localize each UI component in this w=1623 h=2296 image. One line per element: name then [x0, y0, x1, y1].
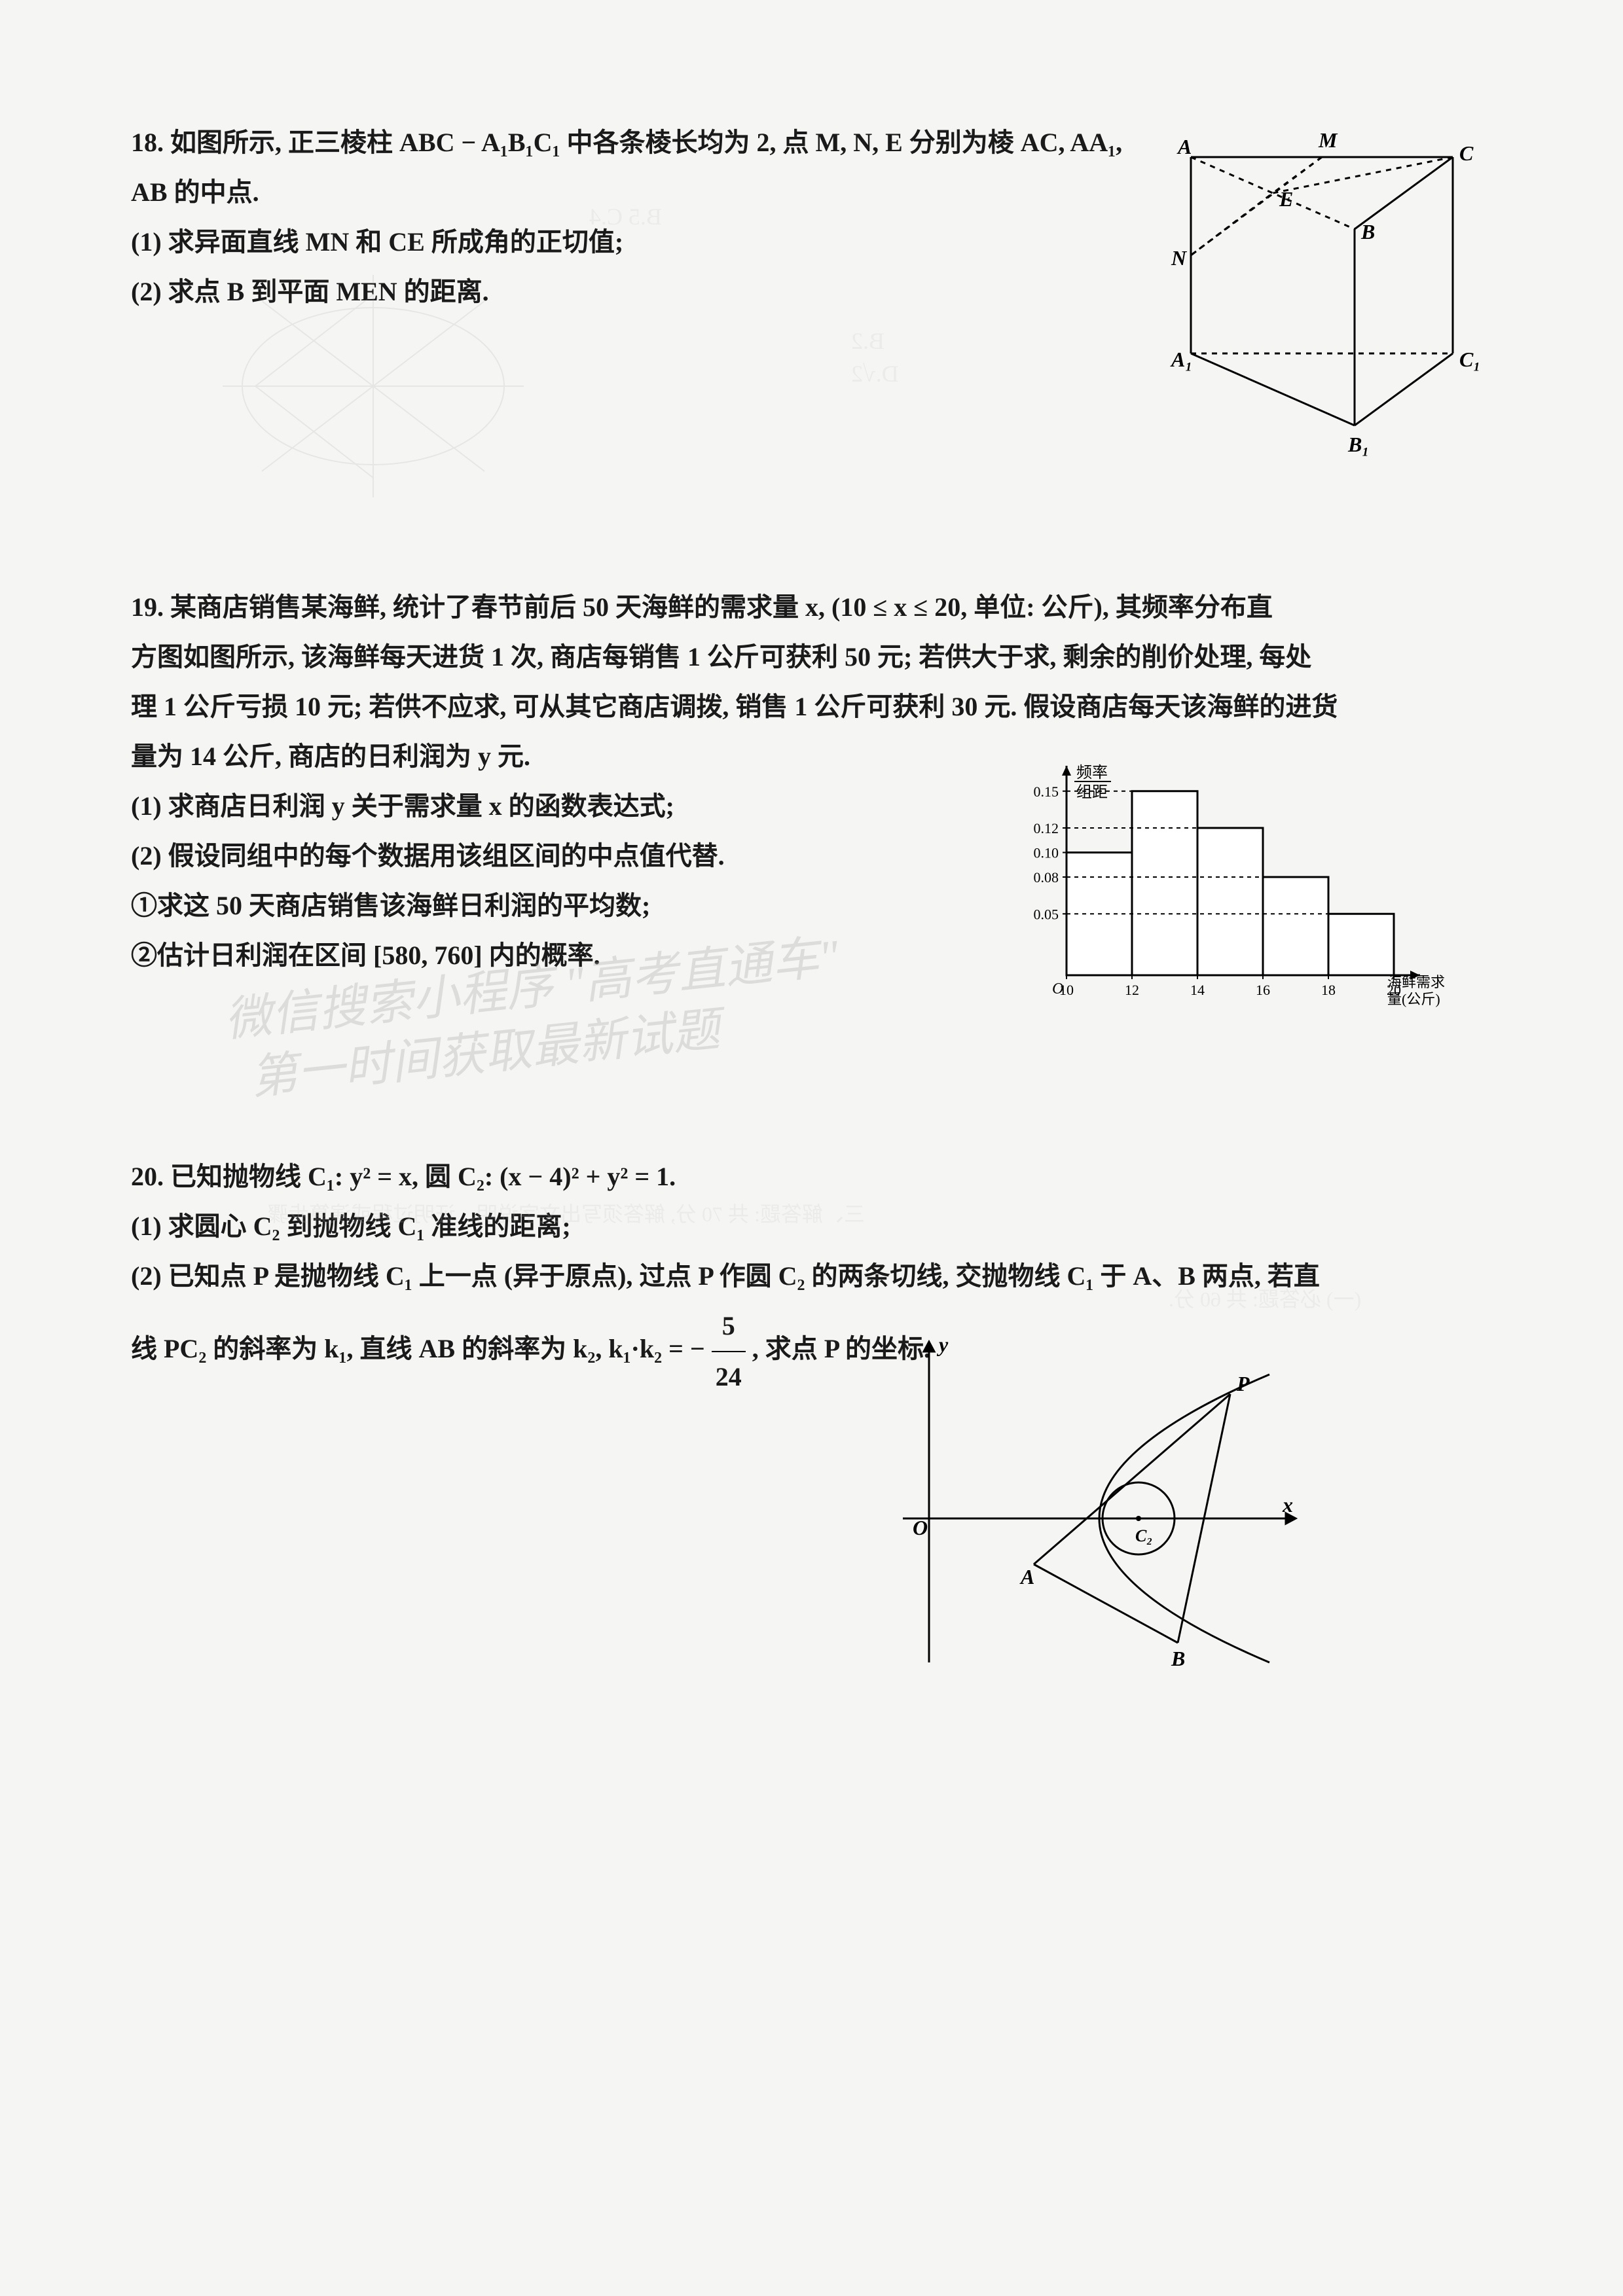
- svg-text:B: B: [1171, 1647, 1185, 1670]
- svg-text:海鲜需求: 海鲜需求: [1387, 974, 1445, 990]
- p19-stem-l2: 方图如图所示, 该海鲜每天进货 1 次, 商店每销售 1 公斤可获利 50 元;…: [131, 632, 1492, 682]
- svg-text:C₂: C₂: [1135, 1526, 1152, 1545]
- svg-text:16: 16: [1256, 982, 1270, 998]
- svg-text:A: A: [1176, 135, 1192, 158]
- svg-text:P: P: [1236, 1372, 1250, 1395]
- svg-text:C: C: [1459, 141, 1474, 165]
- ghost-line-2: B.2: [851, 327, 884, 355]
- svg-text:14: 14: [1190, 982, 1205, 998]
- parabola-figure: O x y P A B C₂: [864, 1322, 1322, 1682]
- p20-q2-l1: (2) 已知点 P 是抛物线 C₁ 上一点 (异于原点), 过点 P 作圆 C₂…: [131, 1251, 1492, 1301]
- prism-figure: A M C B E N A₁ C₁ B₁: [1152, 118, 1492, 484]
- fraction-5-24: 5 24: [712, 1301, 746, 1402]
- problem-20: 三、解答题: 共 70 分, 解答须写出文字说明、证明过程或演算步骤. 20. …: [131, 1152, 1492, 1741]
- svg-text:频率: 频率: [1076, 764, 1108, 781]
- svg-text:12: 12: [1125, 982, 1139, 998]
- p20-q2-l2-pre: 线 PC₂ 的斜率为 k₁, 直线 AB 的斜率为 k₂, k₁·k₂ = −: [131, 1334, 705, 1363]
- svg-text:A: A: [1019, 1565, 1034, 1588]
- svg-text:E: E: [1279, 187, 1293, 211]
- watermark-line-2: 第一时间获取最新试题: [246, 990, 722, 1108]
- svg-text:N: N: [1171, 246, 1188, 270]
- svg-text:0.10: 0.10: [1034, 845, 1059, 861]
- svg-text:0.08: 0.08: [1034, 869, 1059, 886]
- ghost-line-3: D.√2: [851, 360, 899, 387]
- fraction-num: 5: [712, 1301, 746, 1352]
- svg-text:y: y: [936, 1333, 949, 1356]
- svg-text:M: M: [1318, 128, 1338, 152]
- problem-19: 19. 某商店销售某海鲜, 统计了春节前后 50 天海鲜的需求量 x, (10 …: [131, 583, 1492, 1093]
- svg-text:B: B: [1360, 220, 1375, 243]
- p19-stem-l3: 理 1 公斤亏损 10 元; 若供不应求, 可从其它商店调拨, 销售 1 公斤可…: [131, 682, 1492, 732]
- svg-text:O: O: [1052, 980, 1063, 997]
- svg-text:0.15: 0.15: [1034, 783, 1059, 800]
- svg-text:0.12: 0.12: [1034, 820, 1059, 836]
- fraction-den: 24: [712, 1352, 746, 1402]
- p18-stem-text: 18. 如图所示, 正三棱柱 ABC − A₁B₁C₁ 中各条棱长均为 2, 点…: [131, 128, 1122, 207]
- svg-text:A₁: A₁: [1170, 348, 1193, 371]
- svg-text:x: x: [1282, 1493, 1293, 1516]
- problem-18: 18. 如图所示, 正三棱柱 ABC − A₁B₁C₁ 中各条棱长均为 2, 点…: [131, 118, 1492, 524]
- p20-q1: (1) 求圆心 C₂ 到抛物线 C₁ 准线的距离;: [131, 1202, 1492, 1251]
- svg-text:18: 18: [1321, 982, 1336, 998]
- p20-stem: 20. 已知抛物线 C₁: y² = x, 圆 C₂: (x − 4)² + y…: [131, 1152, 1492, 1202]
- svg-text:量(公斤): 量(公斤): [1387, 991, 1440, 1007]
- svg-text:0.05: 0.05: [1034, 906, 1059, 922]
- p19-stem-l1: 19. 某商店销售某海鲜, 统计了春节前后 50 天海鲜的需求量 x, (10 …: [131, 583, 1492, 632]
- histogram-figure: 0.050.080.100.120.15101214161820O频率组距海鲜需…: [994, 746, 1453, 1021]
- svg-text:O: O: [913, 1516, 928, 1539]
- svg-text:C₁: C₁: [1459, 348, 1481, 371]
- svg-text:B₁: B₁: [1347, 433, 1370, 456]
- svg-text:组距: 组距: [1076, 783, 1108, 801]
- ghost-ellipse-figure: [210, 262, 537, 511]
